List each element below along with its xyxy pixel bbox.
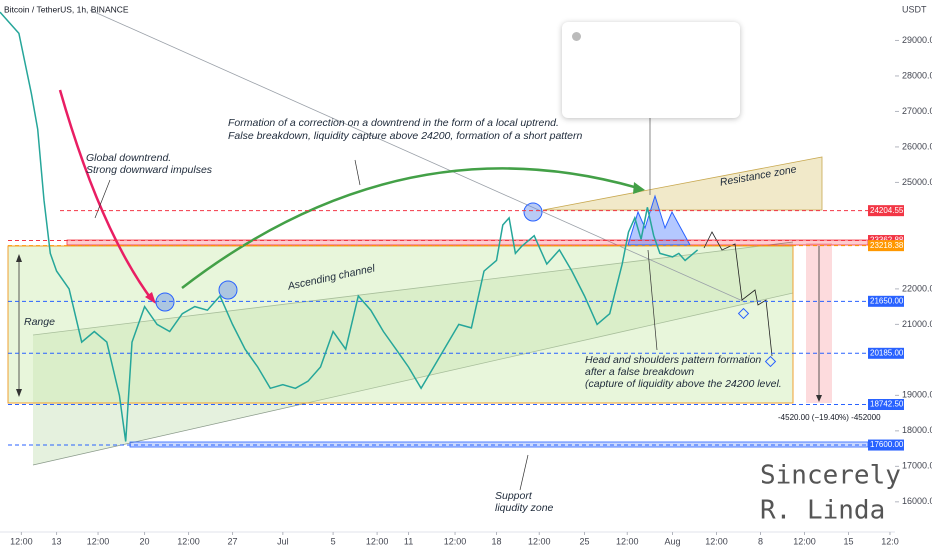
x-tick-label: 15 bbox=[843, 536, 853, 546]
price-tag-label: 20185.00 bbox=[870, 348, 904, 357]
x-tick-label: 11 bbox=[404, 536, 413, 546]
x-tick-label: 12:00 bbox=[528, 536, 551, 546]
annotation: liqudity zone bbox=[495, 502, 554, 514]
y-tick-label: 18000.00 bbox=[902, 425, 932, 435]
y-tick-label: 26000.00 bbox=[902, 141, 932, 151]
resistance-zone bbox=[542, 156, 823, 211]
y-tick-label: 19000.00 bbox=[902, 390, 932, 400]
x-tick-label: 18 bbox=[492, 536, 502, 546]
annotation: Formation of a correction on a downtrend… bbox=[228, 117, 559, 129]
y-tick-label: 21000.00 bbox=[902, 319, 932, 329]
pointer bbox=[647, 249, 658, 351]
touch-circle bbox=[218, 280, 238, 300]
downtrend-line bbox=[89, 9, 746, 303]
idea-card[interactable] bbox=[562, 22, 740, 118]
support-band bbox=[129, 441, 869, 448]
y-tick-label: 29000.00 bbox=[902, 35, 932, 45]
price-tag bbox=[868, 347, 904, 359]
annotation: Global downtrend. bbox=[86, 152, 171, 164]
price-tag-label: 21650.00 bbox=[870, 296, 904, 305]
channel-line bbox=[32, 241, 794, 336]
target-mark bbox=[737, 307, 750, 320]
price-line bbox=[0, 11, 699, 442]
resistance-band bbox=[66, 239, 869, 246]
levels bbox=[8, 210, 868, 446]
y-tick-label: 28000.00 bbox=[902, 70, 932, 80]
touch-circle bbox=[523, 202, 543, 222]
channel-line bbox=[32, 292, 794, 466]
x-tick-label: Jul bbox=[277, 536, 289, 546]
time-axis bbox=[0, 532, 932, 550]
price-tag bbox=[868, 240, 904, 252]
avatar bbox=[572, 32, 581, 41]
annotation: Range bbox=[24, 316, 55, 328]
price-axis bbox=[895, 0, 932, 550]
arrow-head bbox=[816, 395, 822, 402]
price bbox=[0, 11, 699, 442]
annotation: after a false breakdown bbox=[585, 366, 694, 378]
signature: R. Linda bbox=[760, 496, 885, 526]
head-shoulders bbox=[627, 194, 691, 246]
price-tag-label: 17600.00 bbox=[870, 440, 904, 449]
price-tag-label: 24204.55 bbox=[870, 206, 904, 215]
annotation: Support bbox=[495, 490, 533, 502]
pointer bbox=[94, 179, 111, 219]
x-tick-label: Aug bbox=[664, 536, 680, 546]
y-tick-label: 16000.00 bbox=[902, 496, 932, 506]
target-mark bbox=[764, 355, 777, 368]
x-tick-label: 8 bbox=[758, 536, 763, 546]
channel-fill bbox=[33, 242, 793, 465]
arrow-head bbox=[16, 254, 22, 262]
arrow-head bbox=[145, 292, 156, 304]
arrow-head bbox=[16, 389, 22, 397]
price-tag-label: 23362.88 bbox=[870, 236, 904, 245]
up-arrow bbox=[181, 167, 639, 289]
y-tick-label: 17000.00 bbox=[902, 461, 932, 471]
signature: Sincerely bbox=[760, 461, 901, 491]
price-tag bbox=[868, 295, 904, 307]
measure-label: -4520.00 (−19.40%) -452000 bbox=[778, 413, 881, 422]
annotation: Head and shoulders pattern formation bbox=[585, 354, 761, 366]
x-tick-label: 12:00 bbox=[87, 536, 110, 546]
x-tick-label: 5 bbox=[331, 536, 336, 546]
x-tick-label: 25 bbox=[580, 536, 590, 546]
down-arrow bbox=[58, 89, 154, 301]
annotation: Strong downward impulses bbox=[86, 164, 213, 176]
y-tick-label: 22000.00 bbox=[902, 283, 932, 293]
x-tick-label: 12:00 bbox=[177, 536, 200, 546]
annotation: (capture of liquidity above the 24200 le… bbox=[585, 378, 782, 390]
price-tag bbox=[868, 439, 904, 451]
x-tick-label: 27 bbox=[228, 536, 238, 546]
x-tick-label: 12:00 bbox=[10, 536, 33, 546]
projection bbox=[703, 231, 773, 357]
price-tag-label: 23218.38 bbox=[870, 241, 904, 250]
axes: 16000.00 17000.00 18000.00 19000.00 21000.00… bbox=[10, 35, 932, 547]
x-tick-label: 20 bbox=[140, 536, 150, 546]
x-tick-label: 12:00 bbox=[366, 536, 389, 546]
x-tick-label: 12:00 bbox=[705, 536, 728, 546]
x-tick-label: 12:00 bbox=[616, 536, 639, 546]
y-tick-label: 25000.00 bbox=[902, 177, 932, 187]
price-tag bbox=[868, 399, 904, 411]
touch-circle bbox=[155, 292, 175, 312]
unit-label: USDT bbox=[902, 4, 927, 14]
x-tick-label: 12:00 bbox=[793, 536, 816, 546]
price-tag bbox=[868, 205, 904, 217]
y-tick-label: 27000.00 bbox=[902, 106, 932, 116]
arrow-head bbox=[633, 182, 645, 194]
x-tick-label: 12:00 bbox=[444, 536, 467, 546]
price-tag-label: 18742.50 bbox=[870, 400, 904, 409]
chart-title: Bitcoin / TetherUS, 1h, BINANCE bbox=[4, 4, 129, 14]
pointer bbox=[519, 454, 529, 491]
annotation: False breakdown, liquidity capture above… bbox=[228, 130, 582, 142]
pointer bbox=[354, 159, 361, 186]
x-tick-label: 13 bbox=[52, 536, 62, 546]
x-tick-label: 12:0 bbox=[881, 536, 899, 546]
